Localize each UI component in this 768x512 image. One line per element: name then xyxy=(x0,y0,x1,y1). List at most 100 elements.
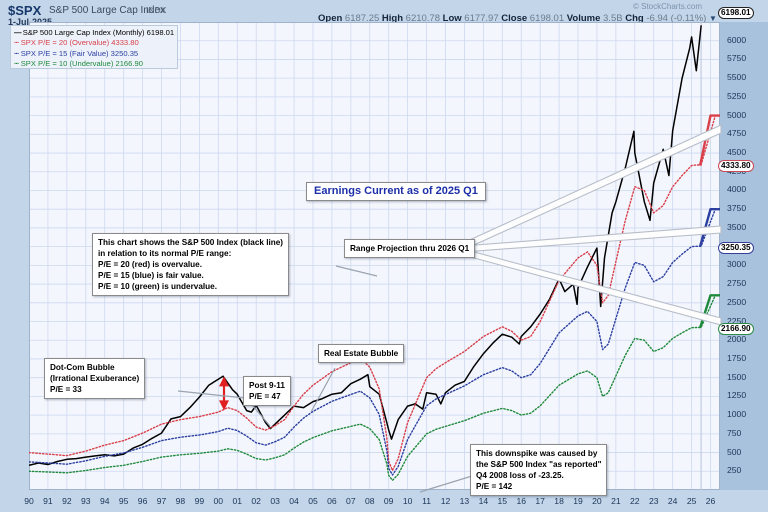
legend-row-index: — S&P 500 Large Cap Index (Monthly) 6198… xyxy=(14,28,174,38)
legend-row-fairvalue: ··· SPX P/E = 15 (Fair Value) 3250.35 xyxy=(14,49,174,59)
x-tick-label: 07 xyxy=(346,496,356,506)
legend-label-overvalue: SPX P/E = 20 (Overvalue) 4333.80 xyxy=(20,38,139,48)
y-tick-label: 750 xyxy=(727,427,742,438)
y-tick-label: 1750 xyxy=(727,352,747,363)
x-tick-label: 25 xyxy=(686,496,697,506)
post-911-callout: Post 9-11 P/E = 47 xyxy=(243,376,291,406)
x-tick-label: 16 xyxy=(516,496,526,506)
y-tick-label: 1500 xyxy=(727,371,747,382)
x-tick-label: 05 xyxy=(308,496,318,506)
low-value: 6177.97 xyxy=(464,13,499,24)
y-tick-label: 250 xyxy=(727,465,742,476)
symbol-exchange: INDX xyxy=(146,5,167,15)
x-tick-label: 96 xyxy=(137,496,148,506)
stockcharts-watermark: © StockCharts.com xyxy=(633,2,703,11)
legend-marker-overvalue: ··· xyxy=(14,38,20,48)
y-tick-label: 2250 xyxy=(727,315,747,326)
y-tick-label: 3000 xyxy=(727,259,747,270)
x-tick-label: 97 xyxy=(156,496,167,506)
y-tick-label: 2000 xyxy=(727,334,747,345)
high-label: High xyxy=(381,13,404,24)
fairvalue-tag: 3250.35 xyxy=(718,241,754,254)
legend-row-overvalue: ··· SPX P/E = 20 (Overvalue) 4333.80 xyxy=(14,38,174,48)
low-label: Low xyxy=(442,13,462,24)
index-tag: 6198.01 xyxy=(718,6,754,19)
x-tick-label: 14 xyxy=(478,496,489,506)
x-tick-label: 15 xyxy=(497,496,508,506)
chevron-down-icon[interactable]: ▼ xyxy=(708,14,717,23)
dotcom-bubble-callout: Dot-Com Bubble (Irrational Exuberance) P… xyxy=(44,358,146,399)
x-tick-label: 08 xyxy=(364,496,375,506)
x-tick-label: 12 xyxy=(440,496,451,506)
y-tick-label: 2750 xyxy=(727,278,747,289)
x-tick-label: 24 xyxy=(667,496,678,506)
legend-label-undervalue: SPX P/E = 10 (Undervalue) 2166.90 xyxy=(20,59,143,69)
y-tick-label: 2500 xyxy=(727,296,747,307)
x-tick-label: 90 xyxy=(24,496,34,506)
y-tick-label: 4000 xyxy=(727,184,747,195)
legend-marker-fairvalue: ··· xyxy=(14,48,20,58)
x-tick-label: 99 xyxy=(194,496,205,506)
x-tick-label: 94 xyxy=(99,496,110,506)
symbol-name: S&P 500 Large Cap Index xyxy=(49,5,166,16)
quote-bar: Open 6187.25 High 6210.78 Low 6177.97 Cl… xyxy=(318,13,717,24)
x-tick-label: 23 xyxy=(648,496,659,506)
legend-label-index: S&P 500 Large Cap Index (Monthly) 6198.0… xyxy=(22,28,175,37)
y-tick-label: 4750 xyxy=(727,128,747,139)
y-tick-label: 500 xyxy=(727,446,742,457)
x-tick-label: 95 xyxy=(118,496,129,506)
chg-label: Chg xyxy=(625,13,644,24)
earnings-current-callout: Earnings Current as of 2025 Q1 xyxy=(306,182,486,201)
x-tick-label: 02 xyxy=(251,496,261,506)
x-tick-label: 22 xyxy=(630,496,640,506)
x-tick-label: 04 xyxy=(289,496,299,506)
legend-marker-index: — xyxy=(14,28,22,37)
legend-label-fairvalue: SPX P/E = 15 (Fair Value) 3250.35 xyxy=(20,48,139,58)
x-tick-label: 92 xyxy=(62,496,72,506)
y-tick-label: 5250 xyxy=(727,90,747,101)
y-tick-label: 1000 xyxy=(727,409,747,420)
y-tick-label: 5750 xyxy=(727,53,747,64)
close-label: Close xyxy=(501,13,528,24)
y-tick-label: 3500 xyxy=(727,221,747,232)
overvalue-tag: 4333.80 xyxy=(718,160,754,173)
x-tick-label: 98 xyxy=(175,496,186,506)
x-tick-label: 06 xyxy=(327,496,337,506)
x-tick-label: 93 xyxy=(81,496,91,506)
x-tick-label: 10 xyxy=(402,496,413,506)
y-tick-label: 5500 xyxy=(727,72,747,83)
y-tick-label: 5000 xyxy=(727,109,747,120)
legend-marker-undervalue: ··· xyxy=(14,59,20,69)
downspike-callout: This downspike was caused by the S&P 500… xyxy=(470,444,608,496)
x-tick-label: 09 xyxy=(383,496,394,506)
y-axis-band xyxy=(720,22,768,490)
real-estate-bubble-callout: Real Estate Bubble xyxy=(318,344,405,363)
open-value: 6187.25 xyxy=(344,13,380,24)
x-tick-label: 01 xyxy=(232,496,243,506)
x-tick-label: 00 xyxy=(213,496,224,506)
y-tick-label: 4500 xyxy=(727,147,747,158)
x-tick-label: 26 xyxy=(705,496,716,506)
x-tick-label: 11 xyxy=(422,496,431,506)
series-line xyxy=(29,294,716,481)
undervalue-tag: 2166.90 xyxy=(718,322,754,335)
x-tick-label: 21 xyxy=(611,496,621,506)
series-legend: — S&P 500 Large Cap Index (Monthly) 6198… xyxy=(10,25,178,69)
pe-range-explainer-callout: This chart shows the S&P 500 Index (blac… xyxy=(92,233,290,296)
y-tick-label: 3750 xyxy=(727,203,747,214)
y-tick-label: 6000 xyxy=(727,34,747,45)
legend-row-undervalue: ··· SPX P/E = 10 (Undervalue) 2166.90 xyxy=(14,59,174,69)
x-tick-label: 03 xyxy=(270,496,280,506)
symbol-ticker: $SPX xyxy=(8,3,42,18)
x-tick-label: 18 xyxy=(554,496,564,506)
chg-value: -6.94 (-0.11%) xyxy=(646,13,707,24)
x-tick-label: 17 xyxy=(535,496,545,506)
range-projection-callout: Range Projection thru 2026 Q1 xyxy=(344,239,476,258)
volume-label: Volume xyxy=(566,13,601,24)
x-tick-label: 19 xyxy=(573,496,583,506)
x-tick-label: 91 xyxy=(43,496,53,506)
high-value: 6210.78 xyxy=(405,13,440,24)
close-value: 6198.01 xyxy=(529,13,565,24)
x-tick-label: 20 xyxy=(592,496,602,506)
